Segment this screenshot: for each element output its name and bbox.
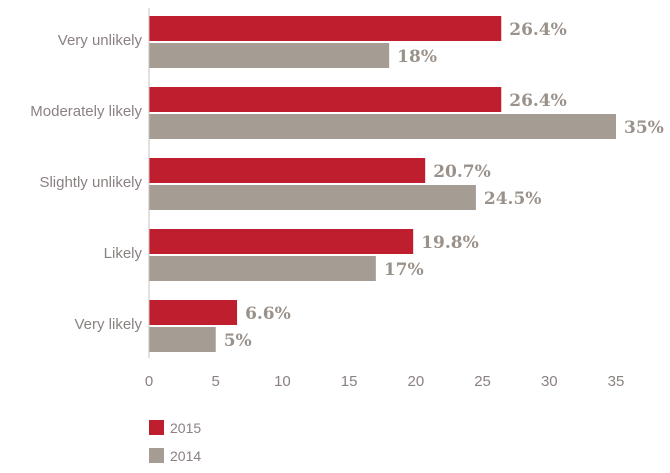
bar-2014 bbox=[149, 43, 390, 68]
data-label: 20.7% bbox=[433, 162, 491, 182]
bar-2015 bbox=[149, 16, 502, 41]
x-tick-label: 35 bbox=[608, 373, 625, 390]
legend: 2015 2014 bbox=[149, 420, 201, 464]
data-label: 26.4% bbox=[509, 91, 567, 111]
x-tick-label: 0 bbox=[145, 373, 153, 390]
bar-2014 bbox=[149, 327, 216, 352]
data-label: 24.5% bbox=[484, 189, 542, 209]
category-label: Very unlikely bbox=[58, 32, 143, 49]
data-label: 6.6% bbox=[245, 304, 291, 324]
data-label: 19.8% bbox=[421, 233, 479, 253]
bar-2015 bbox=[149, 300, 238, 325]
legend-swatch-2014 bbox=[149, 448, 164, 463]
bar-2014 bbox=[149, 185, 476, 210]
bar-2015 bbox=[149, 158, 426, 183]
category-label: Slightly unlikely bbox=[39, 174, 142, 191]
data-label: 35% bbox=[624, 118, 664, 138]
data-label: 26.4% bbox=[509, 20, 567, 40]
bar-2014 bbox=[149, 256, 376, 281]
x-tick-label: 30 bbox=[541, 373, 558, 390]
data-label: 18% bbox=[397, 47, 437, 67]
x-tick-label: 5 bbox=[212, 373, 220, 390]
bar-2015 bbox=[149, 87, 502, 112]
legend-swatch-2015 bbox=[149, 420, 164, 435]
bar-group bbox=[149, 16, 616, 352]
value-labels: 26.4% 18% 26.4% 35% 20.7% 24.5% 19.8% 17% 6.6% 5% bbox=[224, 20, 664, 351]
bar-2014 bbox=[149, 114, 616, 139]
legend-label: 2015 bbox=[170, 420, 201, 436]
legend-label: 2014 bbox=[170, 448, 201, 464]
category-labels: Very unlikely Moderately likely Slightly u… bbox=[30, 32, 142, 333]
x-axis-ticks: 0 5 10 15 20 25 30 35 bbox=[145, 373, 625, 390]
category-label: Moderately likely bbox=[30, 103, 142, 120]
x-tick-label: 20 bbox=[408, 373, 425, 390]
category-label: Very likely bbox=[74, 316, 142, 333]
bar-2015 bbox=[149, 229, 414, 254]
x-tick-label: 25 bbox=[474, 373, 491, 390]
category-label: Likely bbox=[104, 245, 143, 262]
x-tick-label: 15 bbox=[341, 373, 358, 390]
data-label: 5% bbox=[224, 331, 252, 351]
x-tick-label: 10 bbox=[274, 373, 291, 390]
data-label: 17% bbox=[384, 260, 424, 280]
